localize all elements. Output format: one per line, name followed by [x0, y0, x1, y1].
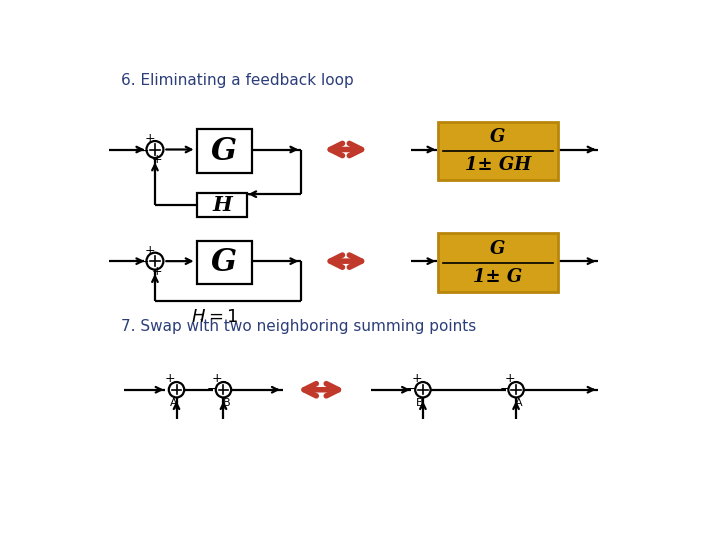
Bar: [197, 130, 252, 173]
Text: 1± G: 1± G: [473, 268, 523, 286]
Text: G: G: [211, 247, 238, 278]
Text: B: B: [222, 398, 230, 408]
Text: $H = 1$: $H = 1$: [192, 308, 239, 326]
Text: +: +: [212, 373, 222, 386]
FancyBboxPatch shape: [89, 62, 649, 484]
Text: 6. Eliminating a feedback loop: 6. Eliminating a feedback loop: [121, 73, 354, 87]
Text: +: +: [144, 244, 155, 257]
Circle shape: [508, 382, 523, 397]
Circle shape: [168, 382, 184, 397]
Circle shape: [415, 382, 431, 397]
Text: +: +: [144, 132, 155, 145]
Circle shape: [146, 141, 163, 158]
Text: +: +: [152, 265, 163, 278]
Bar: [197, 241, 252, 284]
Bar: [438, 233, 558, 292]
Text: +: +: [411, 373, 422, 386]
Bar: [438, 122, 558, 180]
Text: H: H: [212, 195, 232, 215]
Text: 1± GH: 1± GH: [465, 156, 531, 174]
Text: −: −: [406, 382, 417, 395]
Text: +: +: [152, 153, 163, 166]
Text: −: −: [499, 382, 510, 395]
Text: G: G: [211, 136, 238, 166]
Text: −: −: [139, 145, 150, 158]
Bar: [197, 193, 248, 217]
Text: −: −: [139, 256, 150, 269]
Text: +: +: [505, 373, 516, 386]
Text: G: G: [490, 128, 505, 146]
Text: A: A: [170, 398, 177, 408]
Text: 7. Swap with two neighboring summing points: 7. Swap with two neighboring summing poi…: [121, 319, 477, 334]
Text: B: B: [416, 398, 423, 408]
Text: A: A: [516, 398, 523, 408]
Text: −: −: [207, 382, 217, 395]
Circle shape: [146, 253, 163, 269]
Text: +: +: [165, 373, 176, 386]
Circle shape: [216, 382, 231, 397]
Text: G: G: [490, 240, 505, 258]
